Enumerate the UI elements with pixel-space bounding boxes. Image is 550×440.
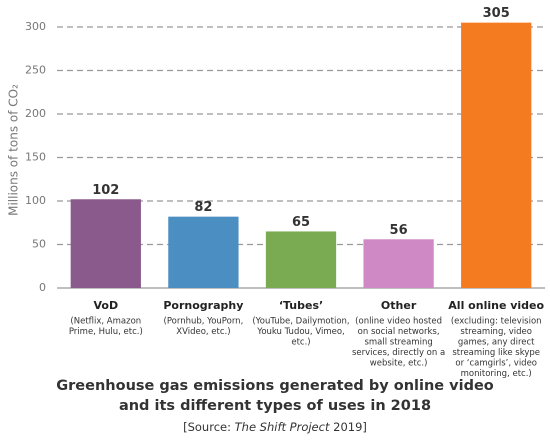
value-label: 65 xyxy=(292,215,310,230)
category-note: etc.) xyxy=(291,338,310,348)
category-label: All online video xyxy=(448,299,544,312)
value-label: 305 xyxy=(483,6,510,21)
source-text: 2019] xyxy=(329,420,366,434)
category-note: (online video hosted xyxy=(355,317,442,327)
y-tick-label: 250 xyxy=(25,64,46,77)
category-note: monitoring, etc.) xyxy=(461,369,532,379)
source-text: The Shift Project xyxy=(235,420,330,434)
category-note: website, etc.) xyxy=(370,359,428,369)
bar xyxy=(363,239,434,288)
value-label: 56 xyxy=(390,223,408,238)
y-tick-label: 100 xyxy=(25,194,46,207)
y-tick-label: 50 xyxy=(32,238,46,251)
source-text: [Source: xyxy=(183,420,235,434)
y-axis-label: Millions of tons of CO₂ xyxy=(7,84,21,216)
category-note: Youku Tudou, Vimeo, xyxy=(256,327,344,337)
value-label: 102 xyxy=(92,183,119,198)
category-note: (YouTube, Dailymotion, xyxy=(252,317,349,327)
chart-title: Greenhouse gas emissions generated by on… xyxy=(56,378,494,394)
category-label: ‘Tubes’ xyxy=(279,299,323,312)
y-tick-label: 150 xyxy=(25,151,46,164)
y-tick-label: 200 xyxy=(25,107,46,120)
value-label: 82 xyxy=(194,200,212,215)
category-note: on social networks, xyxy=(358,327,440,337)
category-note: small streaming xyxy=(364,338,432,348)
bar xyxy=(168,216,239,288)
category-label: Pornography xyxy=(163,299,243,312)
category-note: streaming, video xyxy=(460,327,532,337)
source: [Source: The Shift Project 2019] xyxy=(183,420,367,434)
category-note: services, directly on a xyxy=(352,348,445,358)
category-note: (excluding: television xyxy=(451,317,542,327)
bar xyxy=(265,231,337,288)
category-note: (Pornhub, YouPorn, xyxy=(164,317,244,327)
bar xyxy=(461,22,532,289)
chart-title: and its different types of uses in 2018 xyxy=(119,398,431,414)
category-note: or ‘camgirls’, video xyxy=(455,359,537,369)
category-note: streaming like skype xyxy=(452,348,540,358)
category-note: games, any direct xyxy=(458,338,535,348)
y-tick-label: 300 xyxy=(25,20,46,33)
category-label: VoD xyxy=(93,299,118,312)
bar xyxy=(70,199,141,288)
category-note: XVideo, etc.) xyxy=(176,327,230,337)
category-note: (Netflix, Amazon xyxy=(70,317,141,327)
category-note: Prime, Hulu, etc.) xyxy=(69,327,143,337)
y-tick-label: 0 xyxy=(39,281,46,294)
category-label: Other xyxy=(381,299,417,312)
